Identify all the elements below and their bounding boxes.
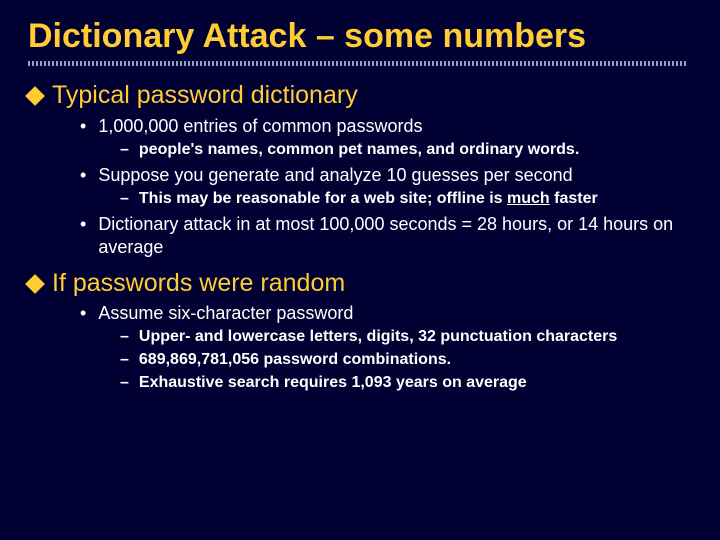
sub-list-item-text: Exhaustive search requires 1,093 years o… (139, 373, 527, 394)
heading-typical-password-dictionary: Typical password dictionary (28, 80, 692, 111)
sub-list-item-text: Upper- and lowercase letters, digits, 32… (139, 327, 617, 348)
dash-bullet-icon: – (120, 189, 129, 210)
sub-list-item-text: This may be reasonable for a web site; o… (139, 189, 598, 210)
disc-bullet-icon: • (80, 302, 86, 325)
title-rule (28, 61, 688, 66)
list-item: • Dictionary attack in at most 100,000 s… (80, 213, 692, 260)
diamond-bullet-icon (25, 86, 45, 106)
heading-text: If passwords were random (52, 268, 345, 299)
heading-if-passwords-were-random: If passwords were random (28, 268, 692, 299)
list-item: • 1,000,000 entries of common passwords (80, 115, 692, 138)
sub-list-item: – people's names, common pet names, and … (120, 140, 692, 161)
list-item: • Assume six-character password (80, 302, 692, 325)
dash-bullet-icon: – (120, 140, 129, 161)
sub-list-item: – Upper- and lowercase letters, digits, … (120, 327, 692, 348)
heading-text: Typical password dictionary (52, 80, 358, 111)
slide: Dictionary Attack – some numbers Typical… (0, 0, 720, 540)
dash-bullet-icon: – (120, 327, 129, 348)
diamond-bullet-icon (25, 274, 45, 294)
sub-list-item: – This may be reasonable for a web site;… (120, 189, 692, 210)
disc-bullet-icon: • (80, 164, 86, 187)
dash-bullet-icon: – (120, 373, 129, 394)
list-item-text: 1,000,000 entries of common passwords (98, 115, 422, 138)
disc-bullet-icon: • (80, 213, 86, 236)
sub-list-item: – Exhaustive search requires 1,093 years… (120, 373, 692, 394)
list-item-text: Suppose you generate and analyze 10 gues… (98, 164, 572, 187)
slide-title: Dictionary Attack – some numbers (28, 18, 692, 55)
disc-bullet-icon: • (80, 115, 86, 138)
sub-list-item-text: people's names, common pet names, and or… (139, 140, 579, 161)
sub-list-item: – 689,869,781,056 password combinations. (120, 350, 692, 371)
list-item: • Suppose you generate and analyze 10 gu… (80, 164, 692, 187)
dash-bullet-icon: – (120, 350, 129, 371)
list-item-text: Assume six-character password (98, 302, 353, 325)
list-item-text: Dictionary attack in at most 100,000 sec… (98, 213, 692, 260)
sub-list-item-text: 689,869,781,056 password combinations. (139, 350, 451, 371)
